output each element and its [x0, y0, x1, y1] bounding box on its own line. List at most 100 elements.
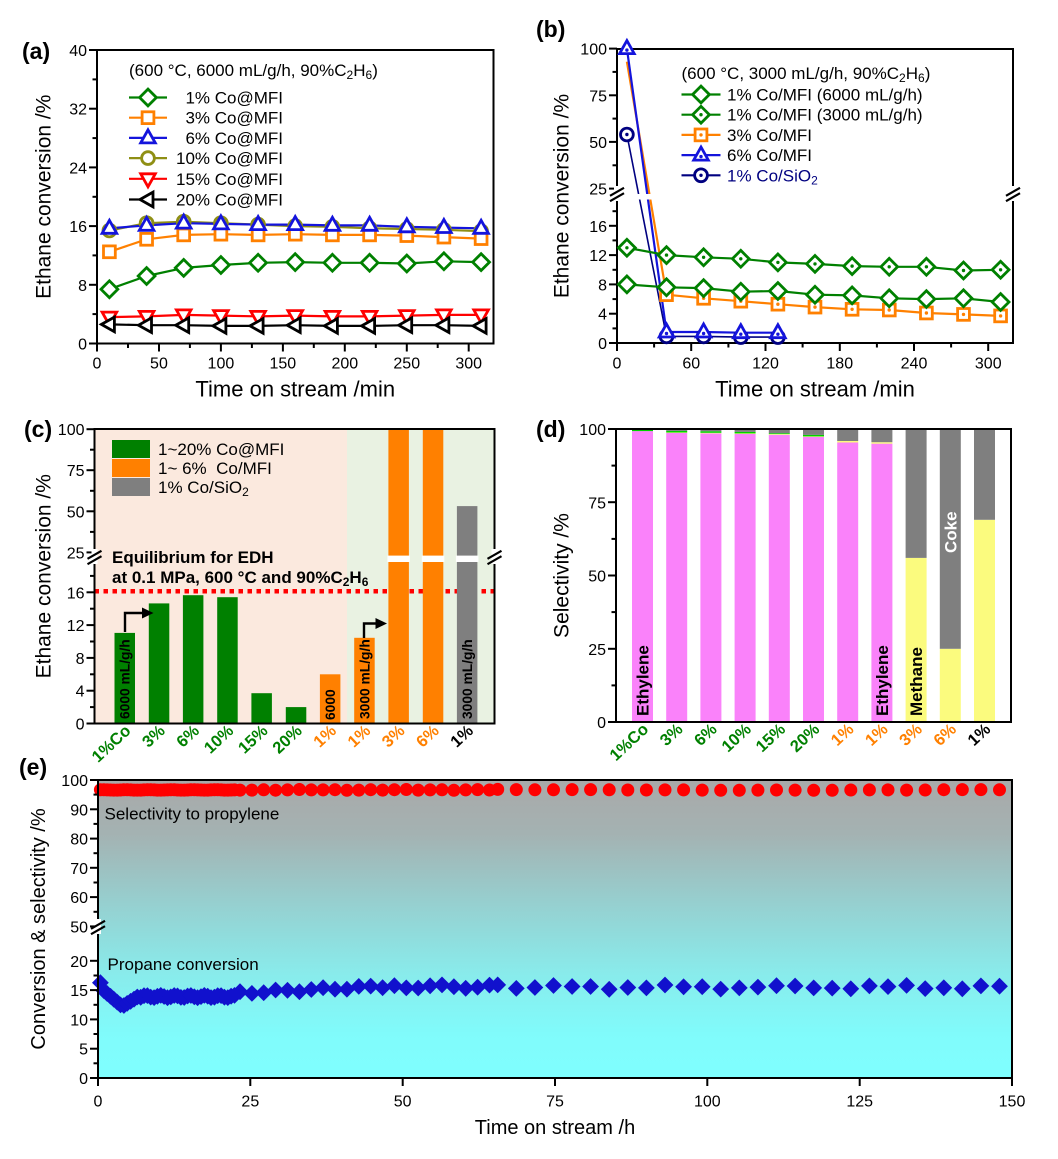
svg-text:8: 8	[78, 278, 87, 295]
svg-text:1% Co/MFI (3000 mL/g/h): 1% Co/MFI (3000 mL/g/h)	[727, 106, 923, 125]
svg-text:(600 °C, 6000 mL/g/h, 90%C2H6): (600 °C, 6000 mL/g/h, 90%C2H6)	[129, 61, 378, 82]
svg-text:75: 75	[67, 463, 85, 480]
svg-text:Selectivity /%: Selectivity /%	[551, 513, 574, 638]
svg-text:Equilibrium for EDH: Equilibrium for EDH	[112, 548, 274, 567]
svg-text:150: 150	[999, 1094, 1026, 1111]
svg-text:50: 50	[150, 356, 168, 373]
svg-text:100: 100	[208, 356, 235, 373]
svg-text:12: 12	[67, 618, 85, 635]
svg-text:3% Co@MFI: 3% Co@MFI	[176, 109, 283, 128]
svg-text:150: 150	[270, 356, 297, 373]
svg-text:50: 50	[394, 1094, 412, 1111]
svg-text:1% Co/SiO2: 1% Co/SiO2	[727, 166, 818, 187]
svg-text:0: 0	[94, 1094, 103, 1111]
svg-text:3000 mL/g/h: 3000 mL/g/h	[358, 639, 373, 719]
svg-text:(a): (a)	[22, 38, 50, 64]
svg-text:50: 50	[589, 135, 607, 152]
svg-text:24: 24	[69, 160, 87, 177]
svg-text:60: 60	[682, 356, 700, 373]
svg-text:at 0.1 MPa, 600 °C and 90%C2H6: at 0.1 MPa, 600 °C and 90%C2H6	[112, 568, 369, 589]
svg-text:75: 75	[588, 495, 606, 512]
svg-text:(600 °C, 3000 mL/g/h, 90%C2H6): (600 °C, 3000 mL/g/h, 90%C2H6)	[682, 64, 931, 85]
svg-text:4: 4	[76, 684, 85, 701]
svg-text:Selectivity to propylene: Selectivity to propylene	[105, 805, 280, 824]
svg-text:16: 16	[589, 219, 607, 236]
svg-text:6000: 6000	[323, 689, 338, 720]
svg-text:250: 250	[393, 356, 420, 373]
svg-text:300: 300	[975, 356, 1002, 373]
svg-text:100: 100	[58, 422, 85, 439]
svg-text:15% Co@MFI: 15% Co@MFI	[176, 170, 283, 189]
svg-text:1~ 6% Co/MFI: 1~ 6% Co/MFI	[158, 459, 272, 478]
svg-text:100: 100	[580, 42, 607, 59]
svg-text:0: 0	[598, 336, 607, 353]
svg-text:300: 300	[455, 356, 482, 373]
svg-text:1% Co/SiO2: 1% Co/SiO2	[158, 478, 249, 499]
svg-text:0: 0	[93, 356, 102, 373]
svg-text:10: 10	[70, 1012, 88, 1029]
svg-text:200: 200	[331, 356, 358, 373]
svg-text:20: 20	[70, 954, 88, 971]
svg-text:70: 70	[70, 861, 88, 878]
svg-text:25: 25	[241, 1094, 259, 1111]
svg-text:25: 25	[589, 182, 607, 199]
svg-text:8: 8	[598, 277, 607, 294]
svg-text:0: 0	[78, 337, 87, 354]
svg-text:50: 50	[70, 919, 88, 936]
svg-text:6% Co/MFI: 6% Co/MFI	[727, 146, 812, 165]
svg-text:Time on stream /h: Time on stream /h	[475, 1117, 635, 1139]
svg-text:16: 16	[69, 219, 87, 236]
svg-text:180: 180	[826, 356, 853, 373]
svg-text:5: 5	[79, 1042, 88, 1059]
svg-text:(e): (e)	[19, 754, 47, 780]
svg-text:25: 25	[67, 545, 85, 562]
svg-text:1~20% Co@MFI: 1~20% Co@MFI	[158, 440, 284, 459]
svg-text:32: 32	[69, 102, 87, 119]
svg-text:(b): (b)	[536, 16, 565, 42]
svg-text:75: 75	[546, 1094, 564, 1111]
svg-text:Ethane conversion /%: Ethane conversion /%	[33, 95, 56, 299]
svg-text:(d): (d)	[536, 416, 565, 442]
svg-text:120: 120	[752, 356, 779, 373]
svg-text:4: 4	[598, 307, 607, 324]
svg-text:0: 0	[613, 356, 622, 373]
svg-text:6000 mL/g/h: 6000 mL/g/h	[118, 639, 133, 719]
svg-text:Time on stream /min: Time on stream /min	[715, 377, 915, 402]
svg-text:240: 240	[901, 356, 928, 373]
svg-text:Methane: Methane	[907, 647, 926, 716]
svg-text:Ethylene: Ethylene	[873, 645, 892, 716]
svg-text:100: 100	[694, 1094, 721, 1111]
svg-text:50: 50	[67, 504, 85, 521]
svg-text:15: 15	[70, 983, 88, 1000]
svg-text:25: 25	[588, 642, 606, 659]
svg-text:75: 75	[589, 88, 607, 105]
svg-text:12: 12	[589, 248, 607, 265]
svg-text:8: 8	[76, 651, 85, 668]
svg-text:60: 60	[70, 890, 88, 907]
svg-text:0: 0	[597, 715, 606, 732]
svg-text:100: 100	[61, 773, 88, 790]
svg-text:1% Co/MFI (6000 mL/g/h): 1% Co/MFI (6000 mL/g/h)	[727, 86, 923, 105]
svg-text:6% Co@MFI: 6% Co@MFI	[176, 129, 283, 148]
svg-text:Coke: Coke	[941, 511, 960, 553]
svg-text:100: 100	[579, 422, 606, 439]
svg-text:20% Co@MFI: 20% Co@MFI	[176, 191, 283, 210]
svg-text:80: 80	[70, 832, 88, 849]
svg-text:40: 40	[69, 43, 87, 60]
svg-text:(c): (c)	[24, 416, 52, 442]
svg-text:90: 90	[70, 802, 88, 819]
svg-text:125: 125	[846, 1094, 873, 1111]
svg-text:Ethane conversion /%: Ethane conversion /%	[33, 474, 56, 678]
svg-text:Time on stream /min: Time on stream /min	[195, 377, 395, 402]
svg-text:16: 16	[67, 585, 85, 602]
svg-text:Propane conversion: Propane conversion	[108, 955, 259, 974]
svg-text:3000 mL/g/h: 3000 mL/g/h	[460, 639, 475, 719]
svg-text:10% Co@MFI: 10% Co@MFI	[176, 149, 283, 168]
svg-text:Conversion & selectivity /%: Conversion & selectivity /%	[28, 808, 50, 1049]
svg-text:0: 0	[76, 717, 85, 734]
svg-text:3% Co/MFI: 3% Co/MFI	[727, 126, 812, 145]
svg-text:Ethane conversion /%: Ethane conversion /%	[551, 94, 574, 298]
svg-text:0: 0	[79, 1071, 88, 1088]
svg-text:50: 50	[588, 569, 606, 586]
svg-text:1% Co@MFI: 1% Co@MFI	[176, 89, 283, 108]
